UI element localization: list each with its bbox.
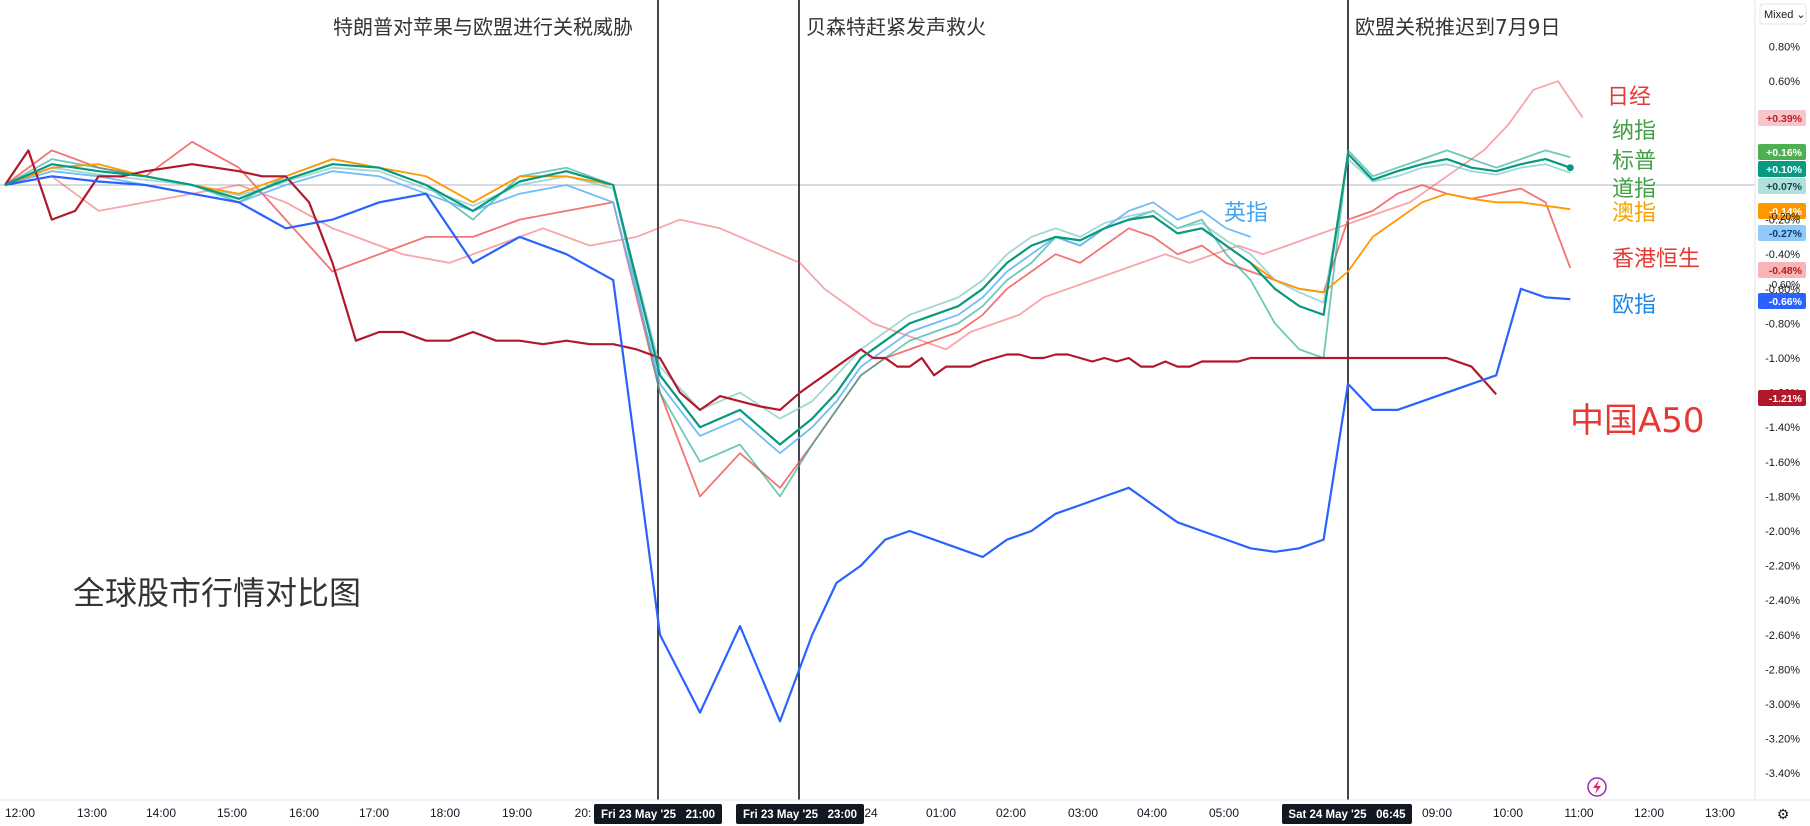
last-value-label: -0.14% <box>1769 206 1803 218</box>
series-name-label: 英指 <box>1224 201 1268 226</box>
y-tick-label: -1.40% <box>1765 422 1800 434</box>
y-tick-label: -0.80% <box>1765 318 1800 330</box>
x-tick-label: 10:00 <box>1493 806 1523 820</box>
y-tick-label: 0.80% <box>1769 42 1800 54</box>
y-axis-panel <box>1755 0 1810 826</box>
series-name-label: 中国A50 <box>1570 401 1705 441</box>
event-annotation: 贝森特赶紧发声救火 <box>806 15 986 39</box>
last-value-badge <box>1758 161 1806 177</box>
event-annotation: 欧盟关税推迟到7月9日 <box>1355 15 1560 39</box>
y-tick-label: -1.60% <box>1765 457 1800 469</box>
last-value-badge <box>1758 178 1806 194</box>
series-name-label: 纳指 <box>1612 119 1656 144</box>
series-line <box>4 149 1498 411</box>
series-line <box>4 175 1571 723</box>
series-name-label: 欧指 <box>1612 293 1656 318</box>
x-tick-label: 05:00 <box>1209 806 1239 820</box>
x-tick-label: 20: <box>575 806 592 820</box>
last-value-label: +0.07% <box>1766 181 1803 193</box>
y-tick-label: -3.40% <box>1765 768 1800 780</box>
time-flag <box>594 804 722 824</box>
last-value-badge <box>1758 293 1806 309</box>
series-lines <box>4 80 1584 723</box>
lightning-icon[interactable] <box>1587 777 1607 797</box>
y-tick-label: -0.60% <box>1768 280 1800 291</box>
y-tick-label: -0.20% <box>1768 212 1800 223</box>
series-line <box>4 158 1571 420</box>
time-flag-label: Sat 24 May '25 06:45 <box>1288 809 1406 821</box>
last-value-badge <box>1758 144 1806 160</box>
x-tick-label: 13:00 <box>1705 806 1735 820</box>
last-value-label: -0.66% <box>1769 296 1803 308</box>
series-line <box>4 152 1571 446</box>
annotations: 特朗普对苹果与欧盟进行关税威胁 贝森特赶紧发声救火 欧盟关税推迟到7月9日 <box>0 0 1755 800</box>
y-tick-label: -3.20% <box>1765 734 1800 746</box>
lightning-icon-bolt <box>1593 780 1601 794</box>
x-tick-label: 03:00 <box>1068 806 1098 820</box>
last-value-label: +0.10% <box>1766 164 1803 176</box>
series-line <box>4 80 1584 351</box>
scale-mode-button[interactable]: Mixed ⌄ <box>1759 3 1807 25</box>
series-name-label: 标普 <box>1612 149 1656 174</box>
last-value-label: -1.21% <box>1769 393 1803 405</box>
chart-title: 全球股市行情对比图 <box>73 574 361 612</box>
x-tick-label: 17:00 <box>359 806 389 820</box>
last-value-label: +0.16% <box>1766 147 1803 159</box>
y-tick-label: -3.00% <box>1765 699 1800 711</box>
y-axis: 0.80%0.60%0.40%0.20%-0.20%-0.40%-0.60%-0… <box>1754 0 1810 826</box>
series-line <box>4 140 1572 498</box>
last-value-label: -0.27% <box>1769 228 1803 240</box>
last-point-marker <box>1566 164 1574 172</box>
y-tick-label: -2.40% <box>1765 595 1800 607</box>
y-tick-label: -1.80% <box>1765 491 1800 503</box>
x-tick-label: 09:00 <box>1422 806 1452 820</box>
time-flag-label: Fri 23 May '25 21:00 <box>601 809 715 821</box>
x-axis: 12:00 13:00 14:00 15:00 16:00 17:00 18:00 19:00… <box>0 777 1810 826</box>
x-tick-label: 02:00 <box>996 806 1026 820</box>
time-flag <box>1282 804 1412 824</box>
scale-mode-label: Mixed ⌄ <box>1764 9 1806 21</box>
x-axis-panel <box>0 800 1810 826</box>
last-value-badge <box>1758 225 1806 241</box>
y-tick-label: -2.60% <box>1765 630 1800 642</box>
time-flag-label: Fri 23 May '25 23:00 <box>743 809 857 821</box>
y-tick-label: -2.20% <box>1765 561 1800 573</box>
y-tick-label: -2.00% <box>1765 526 1800 538</box>
x-tick-label: 16:00 <box>289 806 319 820</box>
x-tick-label: 14:00 <box>146 806 176 820</box>
y-tick-label: -0.40% <box>1765 249 1800 261</box>
gear-icon[interactable]: ⚙ <box>1777 806 1790 822</box>
series-name-label: 日经 <box>1607 85 1651 110</box>
series-name-label: 道指 <box>1612 177 1656 202</box>
x-tick-label: 04:00 <box>1137 806 1167 820</box>
x-tick-label: 13:00 <box>77 806 107 820</box>
event-annotation: 特朗普对苹果与欧盟进行关税威胁 <box>333 15 633 39</box>
series-name-label: 澳指 <box>1612 201 1656 226</box>
x-tick-label: 11:00 <box>1564 806 1593 820</box>
series-line <box>4 170 1251 455</box>
last-value-badge <box>1758 203 1806 219</box>
last-value-badge <box>1758 262 1806 278</box>
last-value-badge <box>1758 390 1806 406</box>
x-tick-label: 12:00 <box>1634 806 1664 820</box>
last-value-badge <box>1758 110 1806 126</box>
time-flag <box>736 804 864 824</box>
last-value-label: -0.48% <box>1769 265 1803 277</box>
x-tick-label: 01:00 <box>926 806 956 820</box>
x-tick-label: 24 <box>864 806 878 820</box>
lightning-icon-ring <box>1587 777 1607 797</box>
last-value-label: +0.39% <box>1766 113 1803 125</box>
x-tick-label: 18:00 <box>430 806 460 820</box>
x-tick-label: 12:00 <box>5 806 35 820</box>
scale-mode-box <box>1759 3 1807 25</box>
series-name-label: 香港恒生 <box>1612 247 1700 272</box>
y-tick-label: -0.60% <box>1765 284 1800 296</box>
y-tick-label: -2.80% <box>1765 664 1800 676</box>
y-tick-label: -1.00% <box>1765 353 1800 365</box>
x-tick-label: 15:00 <box>217 806 247 820</box>
y-tick-label: 0.60% <box>1769 76 1800 88</box>
x-tick-label: 19:00 <box>502 806 532 820</box>
